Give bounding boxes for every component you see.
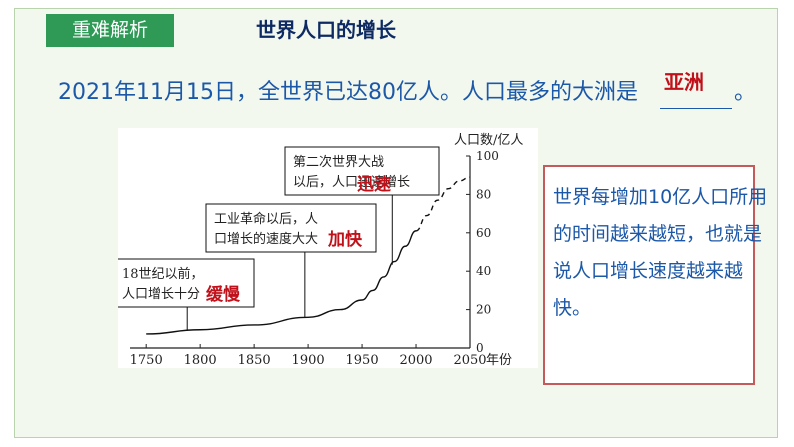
x-tick-label: 1850: [238, 353, 271, 368]
y-tick-label: 40: [476, 264, 491, 278]
y-tick-label: 100: [476, 149, 499, 163]
annotation-box: [205, 203, 377, 253]
annotation-keyword: 加快: [327, 229, 363, 250]
y-tick-label: 0: [476, 341, 484, 355]
x-tick-label: 1750: [130, 353, 163, 368]
answer-text: 亚洲: [664, 70, 704, 94]
annotation-layer: 18世纪以前，人口增长十分 缓慢 工业革命以后，人口增长的速度大大 加快 第二次世界大战…: [118, 146, 440, 331]
annotation-box: [118, 258, 255, 308]
annotation-keyword: 缓慢: [206, 284, 241, 305]
series-layer: [146, 176, 471, 335]
answer-blank: [660, 82, 732, 109]
x-tick-label: 2000: [399, 353, 432, 368]
y-tick-label: 80: [476, 187, 491, 201]
question-text: 2021年11月15日，全世界已达80亿人。人口最多的大洲是: [58, 80, 638, 105]
population-line: [146, 230, 417, 335]
section-badge: 重难解析: [46, 14, 174, 47]
x-tick-label: 1800: [184, 353, 217, 368]
annotation-text: 工业革命以后，人口增长的速度大大: [214, 211, 318, 247]
annotation-box: [284, 146, 440, 196]
x-tick-label: 2050: [453, 353, 486, 368]
page-title: 世界人口的增长: [256, 18, 396, 42]
x-tick-label: 1950: [346, 353, 379, 368]
annotation-keyword: 迅速: [357, 174, 391, 195]
x-axis-label: 年份: [486, 353, 512, 368]
annotation-text: 18世纪以前，人口增长十分: [122, 266, 204, 302]
note-text: 世界每增加10亿人口所用的时间越来越短，也就是说人口增长速度越来越快。: [553, 186, 768, 319]
y-axis-label: 人口数/亿人: [454, 133, 523, 148]
projection-line: [415, 176, 471, 232]
y-tick-label: 60: [476, 226, 491, 240]
x-tick-label: 1900: [292, 353, 325, 368]
annotation-text: 第二次世界大战以后，人口迅速增长: [293, 154, 410, 190]
y-tick-label: 20: [476, 303, 491, 317]
question-end: 。: [734, 80, 757, 105]
note-box: 世界每增加10亿人口所用的时间越来越短，也就是说人口增长速度越来越快。: [543, 165, 767, 385]
